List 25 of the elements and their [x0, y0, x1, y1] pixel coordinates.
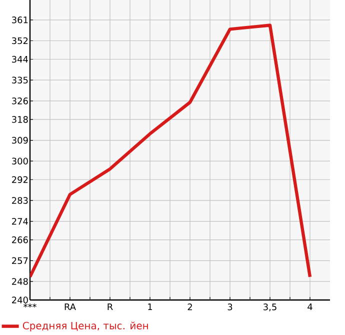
x-tick-label: 4 — [308, 304, 312, 310]
y-tick-label: 352 — [12, 37, 28, 44]
y-tick-label: 240 — [12, 296, 28, 304]
y-tick-label: 309 — [12, 136, 28, 144]
y-tick-label: 248 — [12, 278, 28, 285]
x-tick-label: *** — [24, 304, 36, 308]
y-tick-label: 326 — [12, 98, 28, 104]
y-tick-label: 257 — [12, 257, 28, 264]
line-series — [30, 24, 312, 278]
x-tick-label: 3 — [228, 304, 232, 310]
x-tick-label: 1 — [148, 304, 152, 310]
x-tick-label: RA — [64, 304, 76, 310]
legend-label: Средняя Цена, тыс. йен — [22, 322, 148, 332]
y-tick-label: 283 — [12, 197, 28, 204]
y-tick-label: 335 — [12, 76, 28, 84]
y-tick-label: 318 — [12, 116, 28, 123]
x-tick-label: 2 — [188, 304, 192, 310]
y-tick-label: 300 — [12, 158, 28, 164]
y-tick-label: 274 — [12, 218, 28, 225]
y-tick-label: 266 — [12, 236, 28, 244]
y-tick-label: 292 — [12, 176, 28, 184]
x-tick-label: 3,5 — [264, 304, 276, 312]
y-tick-label: 361 — [12, 16, 28, 24]
y-tick-label: 344 — [12, 56, 28, 63]
x-tick-label: R — [108, 304, 113, 310]
